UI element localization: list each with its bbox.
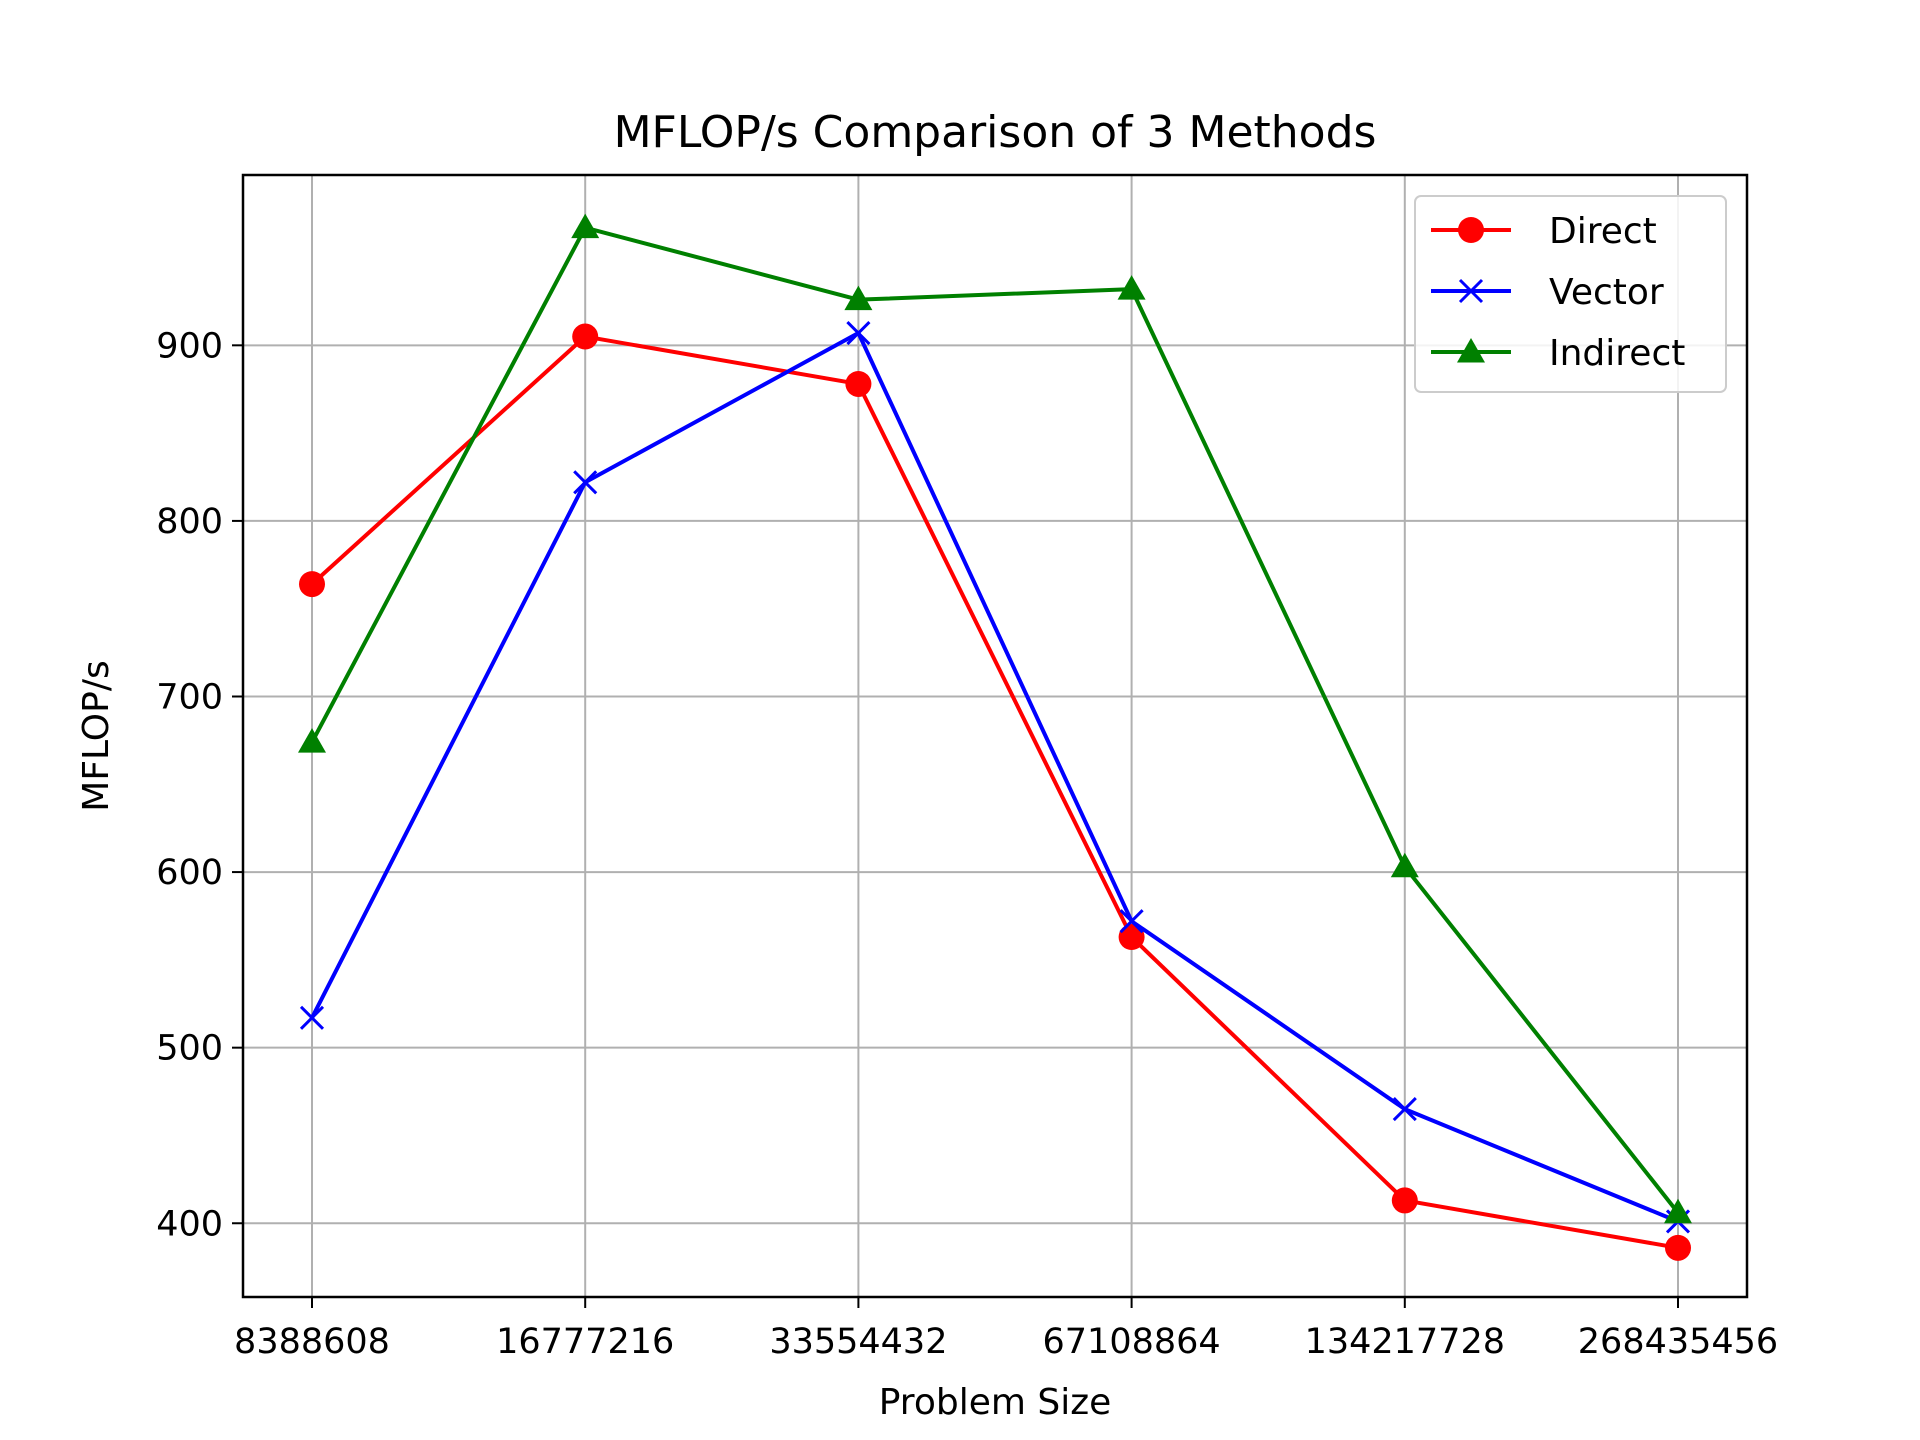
legend-item-indirect: Indirect [1431, 333, 1685, 374]
chart-title: MFLOP/s Comparison of 3 Methods [614, 107, 1377, 158]
y-axis-label: MFLOP/s [76, 660, 117, 811]
y-tick-label: 500 [156, 1029, 223, 1069]
data-point-indirect [1117, 275, 1146, 300]
y-axis: 400 500 600 700 800 900 [156, 326, 243, 1244]
data-point-vector [573, 470, 598, 495]
data-point-vector [1392, 1097, 1417, 1122]
y-tick-label: 800 [156, 502, 223, 542]
legend-item-direct: Direct [1431, 211, 1657, 252]
legend-label-vector: Vector [1549, 272, 1664, 313]
x-tick-label: 134217728 [1305, 1322, 1505, 1362]
data-point-indirect [1390, 852, 1419, 878]
x-axis-label: Problem Size [879, 1382, 1112, 1423]
data-point-vector [299, 1005, 325, 1030]
data-point-vector [846, 320, 871, 346]
y-tick-label: 600 [156, 853, 223, 893]
plot-frame [241, 173, 1749, 1299]
series-direct [299, 323, 1691, 1261]
data-point-direct [1391, 1187, 1418, 1214]
grid-lines [243, 175, 1747, 1297]
legend-label-indirect: Indirect [1549, 333, 1685, 374]
data-point-indirect [844, 285, 873, 311]
x-tick-label: 8388608 [234, 1322, 390, 1362]
legend: Direct Vector Indirect [1414, 195, 1727, 393]
x-tick-label: 67108864 [1043, 1322, 1221, 1362]
series-line-direct [310, 334, 1679, 1250]
y-tick-label: 400 [156, 1204, 223, 1244]
data-point-vector [1119, 909, 1144, 934]
series-indirect [298, 213, 1692, 1224]
x-axis: 8388608 16777216 33554432 67108864 134217728… [234, 1297, 1778, 1362]
y-tick-label: 900 [156, 326, 223, 366]
x-tick-label: 33554432 [769, 1322, 947, 1362]
x-tick-label: 268435456 [1578, 1322, 1778, 1362]
y-tick-label: 700 [156, 677, 223, 717]
data-point-direct [845, 370, 872, 397]
legend-marker-vector [1458, 278, 1484, 304]
series-layer [298, 213, 1692, 1261]
series-line-vector [310, 331, 1679, 1224]
data-point-direct [1118, 924, 1145, 951]
x-tick-label: 16777216 [496, 1322, 674, 1362]
legend-marker-indirect [1457, 338, 1485, 363]
data-point-direct [299, 571, 325, 598]
legend-box [1414, 195, 1727, 393]
series-line-indirect [310, 225, 1680, 1214]
legend-marker-direct [1458, 217, 1484, 243]
legend-label-direct: Direct [1549, 211, 1657, 252]
legend-item-vector: Vector [1431, 272, 1664, 313]
data-point-indirect [1664, 1198, 1692, 1224]
data-point-indirect [298, 728, 326, 753]
data-point-direct [572, 323, 599, 350]
data-point-direct [1665, 1234, 1691, 1261]
data-point-indirect [571, 213, 600, 239]
